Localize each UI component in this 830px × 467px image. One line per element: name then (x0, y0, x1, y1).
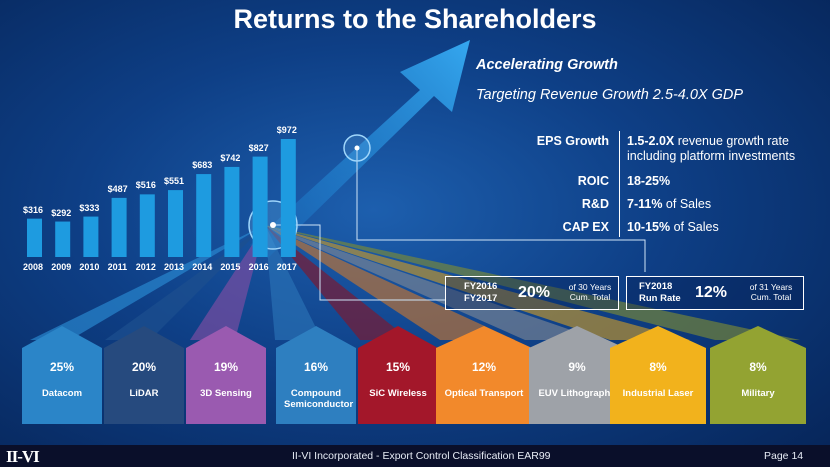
bar-value-label: $333 (79, 202, 100, 213)
bar-2014 (196, 174, 212, 257)
bar-value-label: $551 (164, 176, 185, 187)
metrics-divider (619, 131, 620, 237)
metric-label: CAP EX (562, 220, 609, 234)
page-number: Page 14 (764, 450, 804, 462)
segment-name: SiC Wireless (369, 388, 427, 399)
bar-value-label: $827 (248, 142, 269, 153)
revenue-bar-chart (27, 139, 296, 257)
segment-name: Compound Semiconductor (284, 388, 354, 410)
bar-value-label: $683 (192, 160, 213, 171)
year-label: 2015 (220, 262, 241, 272)
segment-name: Military (741, 388, 775, 399)
metric-label: R&D (581, 197, 609, 211)
box-note: of 30 Years Cum. Total (568, 282, 612, 302)
year-label: 2011 (107, 262, 128, 272)
segment-percent: 12% (471, 360, 497, 374)
metric-value: 7-11% of Sales (627, 197, 712, 211)
bar-value-label: $316 (23, 204, 44, 215)
bar-value-label: $972 (276, 125, 297, 135)
segment-percent: 15% (385, 360, 411, 374)
year-label: 2009 (51, 262, 72, 272)
segment-name: LiDAR (129, 388, 159, 399)
segment-lidar: 20% LiDAR (104, 326, 184, 424)
segment-name: Industrial Laser (622, 388, 694, 399)
box-label: FY2017 (464, 293, 498, 304)
segment-percent: 20% (131, 360, 157, 374)
segment-military: 8% Military (710, 326, 806, 424)
footer-text: II-VI Incorporated - Export Control Clas… (292, 450, 551, 462)
year-label: 2013 (164, 262, 185, 272)
segment-percent: 16% (303, 360, 329, 374)
bar-2011 (111, 197, 127, 257)
fan-rays (30, 225, 800, 340)
bar-2017 (280, 139, 296, 257)
segment-percent: 25% (49, 360, 75, 374)
segment-name: Datacom (41, 388, 83, 399)
bar-value-label: $292 (51, 207, 72, 218)
bar-value-label: $742 (220, 152, 241, 163)
box-percent: 20% (518, 284, 551, 301)
segment-percent: 8% (749, 360, 767, 374)
segment-industrial-laser: 8% Industrial Laser (610, 326, 706, 424)
page-title: Returns to the Shareholders (233, 4, 597, 34)
subline: Targeting Revenue Growth 2.5-4.0X GDP (476, 87, 744, 103)
year-label: 2016 (248, 262, 269, 272)
year-label: 2008 (23, 262, 44, 272)
segment-percent: 9% (568, 360, 586, 374)
box-label: FY2016 (464, 281, 498, 292)
connector-line-2 (356, 148, 646, 272)
metric-label: ROIC (577, 174, 609, 188)
segment-3d-sensing: 19% 3D Sensing (186, 326, 266, 424)
bar-2010 (83, 216, 99, 257)
bar-2009 (55, 221, 71, 257)
fy2018-box: FY2018 Run Rate 12% of 31 Years Cum. Tota… (626, 276, 804, 310)
metric-value: 1.5-2.0X revenue growth rate including pl… (627, 134, 796, 163)
year-label: 2017 (276, 262, 297, 272)
box-percent: 12% (695, 284, 728, 301)
bar-2012 (139, 194, 155, 257)
box-label: Run Rate (639, 293, 681, 304)
segment-euv-lithography: 9% EUV Lithography (529, 326, 625, 424)
year-label: 2012 (135, 262, 156, 272)
segment-name: EUV Lithography (538, 388, 616, 399)
bar-value-label: $516 (135, 180, 156, 191)
segment-name: Optical Transport (444, 388, 524, 399)
segment-compound-semiconductor: 16% Compound Semiconductor (276, 326, 356, 424)
bar-2013 (168, 190, 183, 257)
fy2016-2017-box: FY2016 FY2017 20% of 30 Years Cum. Total (445, 276, 619, 310)
year-label: 2010 (79, 262, 100, 272)
bar-2016 (252, 156, 268, 257)
metric-value: 18-25% (627, 174, 671, 188)
segment-percent: 19% (213, 360, 239, 374)
metric-label: EPS Growth (536, 134, 609, 148)
segment-optical-transport: 12% Optical Transport (436, 326, 532, 424)
segment-percent: 8% (649, 360, 667, 374)
bar-value-label: $487 (107, 183, 128, 194)
segment-datacom: 25% Datacom (22, 326, 102, 424)
company-logo: II-VI (6, 447, 40, 466)
box-label: FY2018 (639, 281, 673, 292)
headline: Accelerating Growth (476, 57, 618, 73)
footer: II-VI II-VI Incorporated - Export Contro… (0, 445, 830, 467)
segment-sic-wireless: 15% SiC Wireless (358, 326, 438, 424)
growth-arrow (250, 40, 470, 258)
bar-2015 (224, 166, 240, 257)
metric-value: 10-15% of Sales (627, 220, 719, 234)
bar-2008 (27, 218, 42, 257)
year-label: 2014 (192, 262, 213, 272)
segment-name: 3D Sensing (200, 388, 252, 399)
box-note: of 31 Years Cum. Total (749, 282, 793, 302)
